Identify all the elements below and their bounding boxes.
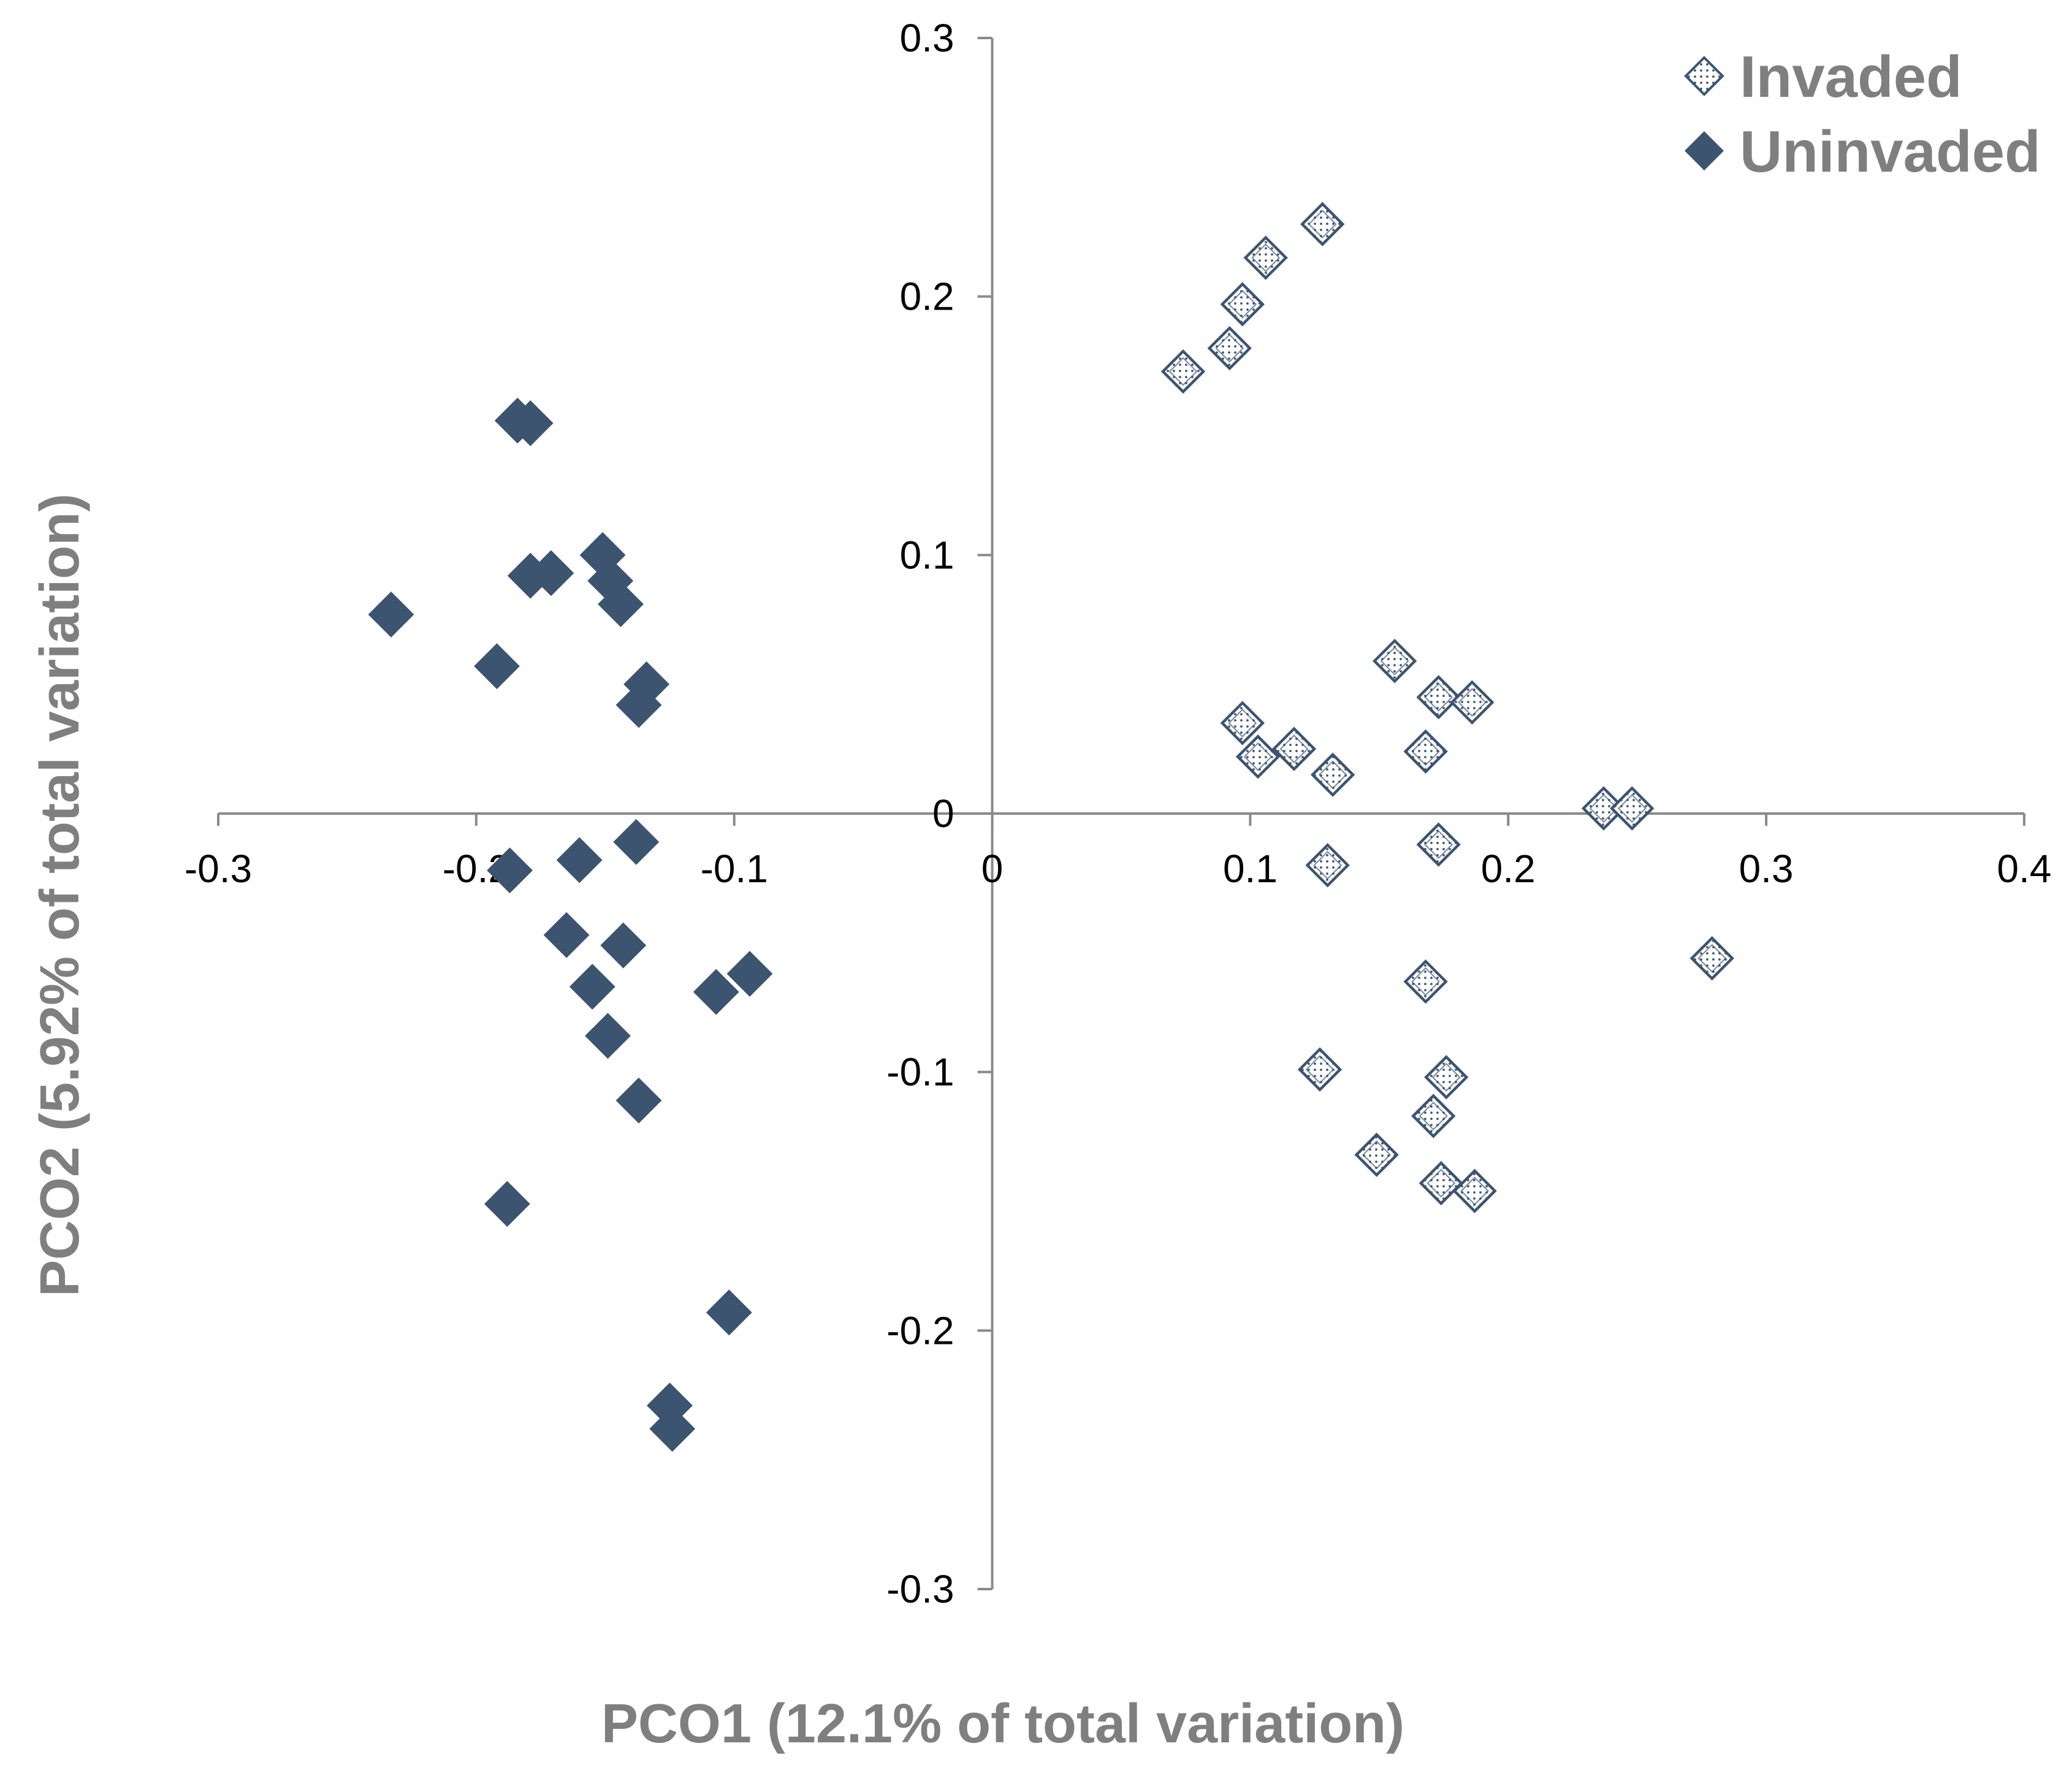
legend: Invaded Uninvaded bbox=[1684, 44, 2041, 185]
data-point-invaded-inner bbox=[1431, 1062, 1461, 1092]
x-tick-label: 0 bbox=[981, 847, 1004, 891]
data-point-invaded bbox=[1300, 202, 1345, 246]
y-tick-label: 0.3 bbox=[900, 16, 954, 60]
data-point-invaded-inner bbox=[1411, 737, 1441, 766]
data-point-invaded bbox=[1310, 752, 1355, 797]
data-point-invaded-inner bbox=[1457, 688, 1487, 717]
data-point-uninvaded bbox=[484, 1181, 530, 1227]
x-tick-label: 0.1 bbox=[1223, 847, 1278, 891]
data-point-uninvaded bbox=[693, 969, 739, 1015]
data-point-invaded-inner bbox=[1228, 709, 1257, 738]
data-point-invaded bbox=[1419, 1161, 1464, 1206]
legend-marker-invaded-icon bbox=[1684, 56, 1724, 96]
series-layer bbox=[368, 202, 1734, 1452]
data-point-uninvaded bbox=[569, 964, 615, 1010]
data-point-invaded-inner bbox=[1426, 1169, 1456, 1198]
data-point-uninvaded bbox=[706, 1289, 752, 1336]
y-tick-label: 0.1 bbox=[900, 533, 954, 577]
y-tick-label: 0.2 bbox=[900, 275, 954, 319]
data-point-uninvaded bbox=[507, 400, 554, 446]
x-axis-title: PCO1 (12.1% of total variation) bbox=[601, 1693, 1404, 1755]
x-tick-label: -0.3 bbox=[185, 847, 252, 891]
x-tick-label: 0.4 bbox=[1997, 847, 2052, 891]
data-point-invaded bbox=[1450, 680, 1495, 725]
axes bbox=[218, 38, 2024, 1589]
data-point-invaded-inner bbox=[1362, 1140, 1392, 1170]
x-tick-label: -0.1 bbox=[701, 847, 768, 891]
data-point-invaded bbox=[1243, 235, 1288, 280]
data-point-invaded-inner bbox=[1380, 646, 1409, 676]
data-point-invaded-inner bbox=[1419, 1101, 1448, 1131]
data-point-uninvaded bbox=[600, 922, 647, 969]
data-point-invaded-inner bbox=[1305, 1055, 1335, 1084]
data-point-invaded bbox=[1207, 326, 1252, 371]
legend-item-invaded: Invaded bbox=[1684, 44, 1962, 110]
data-point-uninvaded bbox=[598, 581, 644, 627]
data-point-uninvaded bbox=[613, 818, 660, 865]
data-point-invaded-inner bbox=[1460, 1176, 1489, 1206]
data-point-invaded bbox=[1416, 675, 1461, 720]
data-point-uninvaded bbox=[474, 643, 520, 690]
x-tick-label: 0.2 bbox=[1481, 847, 1536, 891]
data-point-invaded bbox=[1235, 734, 1281, 779]
data-point-invaded bbox=[1372, 639, 1417, 684]
data-point-invaded bbox=[1452, 1169, 1497, 1213]
x-tick-label: 0.3 bbox=[1739, 847, 1794, 891]
data-point-invaded bbox=[1297, 1047, 1343, 1092]
data-point-invaded bbox=[1403, 729, 1448, 774]
data-point-invaded-inner bbox=[1424, 682, 1453, 712]
data-point-invaded bbox=[1354, 1132, 1399, 1177]
data-point-invaded-inner bbox=[1318, 760, 1347, 790]
data-point-invaded-inner bbox=[1617, 794, 1647, 823]
legend-item-uninvaded: Uninvaded bbox=[1685, 119, 2041, 185]
data-point-invaded-inner bbox=[1251, 243, 1281, 272]
data-point-uninvaded bbox=[368, 591, 414, 638]
legend-marker-uninvaded-icon bbox=[1685, 131, 1724, 170]
data-point-invaded-inner bbox=[1308, 210, 1337, 239]
y-axis-title: PCO2 (5.92% of total variation) bbox=[29, 494, 91, 1297]
legend-label-uninvaded: Uninvaded bbox=[1740, 119, 2041, 185]
data-point-invaded-inner bbox=[1215, 334, 1244, 363]
data-point-invaded-inner bbox=[1279, 734, 1309, 763]
data-point-uninvaded bbox=[726, 951, 773, 997]
data-point-uninvaded bbox=[487, 847, 533, 894]
data-point-invaded bbox=[1160, 349, 1206, 394]
y-tick-label: -0.2 bbox=[886, 1308, 954, 1352]
data-point-invaded bbox=[1424, 1054, 1469, 1100]
data-point-invaded bbox=[1610, 786, 1655, 831]
data-point-invaded bbox=[1305, 843, 1350, 888]
data-point-uninvaded bbox=[543, 912, 590, 958]
data-point-invaded bbox=[1416, 822, 1461, 867]
data-point-invaded bbox=[1411, 1094, 1456, 1138]
x-ticks: -0.3 -0.2 -0.1 0 0.1 0.2 0.3 0.4 bbox=[185, 814, 2052, 891]
data-point-uninvaded bbox=[615, 1077, 662, 1124]
data-point-uninvaded bbox=[585, 1013, 631, 1059]
data-point-invaded bbox=[1403, 959, 1448, 1004]
data-point-invaded bbox=[1271, 726, 1317, 771]
series-invaded bbox=[1160, 202, 1734, 1213]
y-ticks: 0.3 0.2 0.1 0 -0.1 -0.2 -0.3 bbox=[886, 16, 992, 1611]
data-point-invaded-inner bbox=[1313, 850, 1343, 880]
data-point-uninvaded bbox=[649, 1406, 696, 1452]
data-point-uninvaded bbox=[528, 550, 574, 597]
data-point-invaded-inner bbox=[1411, 967, 1441, 996]
data-point-invaded bbox=[1689, 936, 1734, 981]
data-point-uninvaded bbox=[615, 682, 662, 728]
legend-label-invaded: Invaded bbox=[1740, 44, 1962, 110]
y-tick-label: 0 bbox=[932, 791, 954, 836]
data-point-uninvaded bbox=[556, 837, 603, 883]
data-point-invaded-inner bbox=[1228, 289, 1257, 319]
data-point-invaded-inner bbox=[1243, 742, 1273, 771]
y-tick-label: -0.3 bbox=[886, 1567, 954, 1611]
data-point-invaded-inner bbox=[1424, 830, 1453, 860]
data-point-invaded bbox=[1220, 701, 1265, 745]
y-tick-label: -0.1 bbox=[886, 1050, 954, 1094]
data-point-invaded-inner bbox=[1168, 357, 1198, 386]
data-point-invaded bbox=[1220, 282, 1265, 327]
data-point-invaded-inner bbox=[1697, 944, 1727, 973]
data-point-invaded-inner bbox=[1589, 794, 1618, 823]
series-uninvaded bbox=[368, 397, 773, 1452]
